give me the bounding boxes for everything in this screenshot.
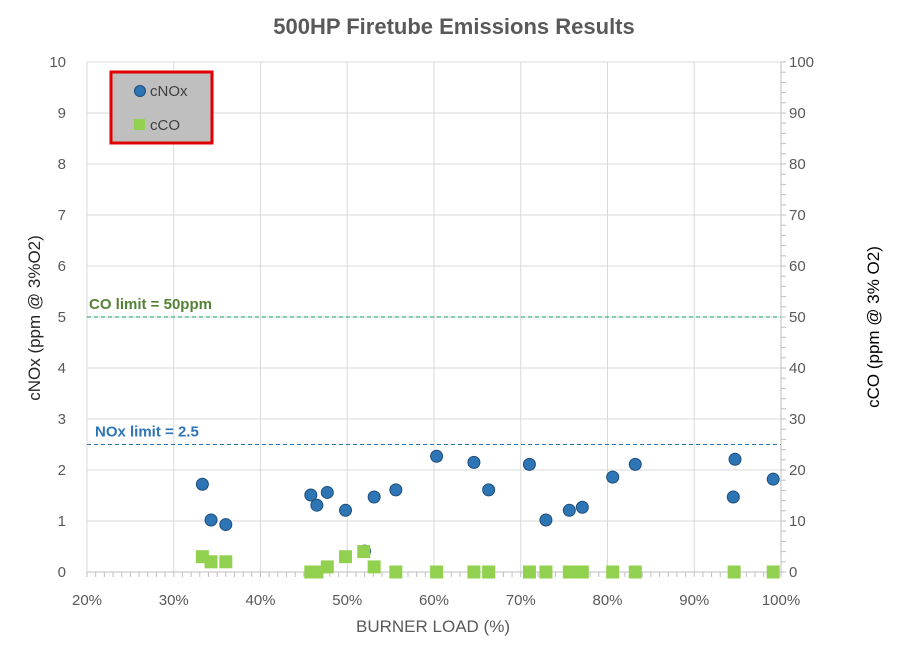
cnox-point: [575, 500, 589, 514]
y-left-tick-label: 2: [58, 462, 66, 479]
cnox-point: [606, 470, 620, 484]
legend: cNOx cCO: [109, 70, 214, 145]
cnox-point: [522, 457, 536, 471]
y-left-tick-label: 4: [58, 360, 66, 377]
legend-label-cco: cCO: [150, 117, 180, 134]
y-left-tick-label: 9: [58, 105, 66, 122]
y-right-tick-label: 0: [789, 564, 797, 581]
cco-point: [339, 550, 353, 564]
series-cco: [195, 545, 780, 579]
y-right-tick-label: 90: [789, 105, 806, 122]
x-tick-label: 40%: [245, 592, 275, 609]
chart-title: 500HP Firetube Emissions Results: [273, 14, 635, 39]
axes: 0 0 1 10 2 20 3 30 4 40 5 50 6 60 7 70 8 80 9 90 10 100 20% 30%…: [49, 54, 814, 609]
cco-point: [482, 565, 496, 579]
y-right-tick-label: 80: [789, 156, 806, 173]
y-right-tick-label: 40: [789, 360, 806, 377]
x-tick-label: 30%: [159, 592, 189, 609]
cnox-point: [389, 483, 403, 497]
y-right-tick-label: 70: [789, 207, 806, 224]
cnox-point: [628, 457, 642, 471]
cnox-point: [430, 449, 444, 463]
y-right-tick-label: 30: [789, 411, 806, 428]
cco-point: [430, 565, 444, 579]
legend-marker-cco: [134, 119, 145, 130]
y-left-tick-label: 10: [49, 54, 66, 71]
cnox-point: [482, 483, 496, 497]
data-series: [195, 449, 780, 579]
cco-point: [467, 565, 481, 579]
y-right-tick-label: 100: [789, 54, 814, 71]
legend-marker-cnox: [134, 85, 146, 97]
x-tick-label: 60%: [419, 592, 449, 609]
cco-point: [522, 565, 536, 579]
y-left-tick-label: 7: [58, 207, 66, 224]
cnox-point: [728, 452, 742, 466]
cnox-point: [766, 472, 780, 486]
y-left-tick-label: 0: [58, 564, 66, 581]
cco-point: [204, 555, 218, 569]
x-tick-label: 70%: [506, 592, 536, 609]
cco-point: [320, 560, 334, 574]
x-tick-label: 90%: [679, 592, 709, 609]
cco-point: [628, 565, 642, 579]
cco-point: [357, 545, 371, 559]
y-left-tick-label: 6: [58, 258, 66, 275]
y-right-tick-label: 20: [789, 462, 806, 479]
x-tick-label: 80%: [592, 592, 622, 609]
y-right-tick-label: 10: [789, 513, 806, 530]
cnox-point: [467, 455, 481, 469]
cco-point: [575, 565, 589, 579]
cnox-point: [320, 485, 334, 499]
cnox-point: [304, 488, 318, 502]
y-right-tick-label: 60: [789, 258, 806, 275]
cnox-point: [219, 518, 233, 532]
y-axis-right-title: cCO (ppm @ 3% O2): [864, 246, 883, 408]
cnox-point: [367, 490, 381, 504]
reference-line-label: NOx limit = 2.5: [95, 424, 199, 441]
cco-point: [389, 565, 403, 579]
cco-point: [367, 560, 381, 574]
y-axis-left-title: cNOx (ppm @ 3%O2): [25, 235, 44, 401]
x-axis-title: BURNER LOAD (%): [356, 617, 510, 636]
reference-lines: CO limit = 50ppm NOx limit = 2.5: [87, 296, 781, 445]
y-left-tick-label: 5: [58, 309, 66, 326]
cnox-point: [204, 513, 218, 527]
cnox-point: [539, 513, 553, 527]
cco-point: [219, 555, 233, 569]
cco-point: [606, 565, 620, 579]
cnox-point: [195, 477, 209, 491]
legend-label-cnox: cNOx: [150, 83, 188, 100]
reference-line-label: CO limit = 50ppm: [89, 296, 212, 313]
y-right-tick-label: 50: [789, 309, 806, 326]
x-tick-label: 50%: [332, 592, 362, 609]
cnox-point: [339, 503, 353, 517]
x-tick-label: 20%: [72, 592, 102, 609]
cco-point: [766, 565, 780, 579]
legend-box: [109, 70, 214, 145]
cnox-point: [310, 498, 324, 512]
cco-point: [310, 565, 324, 579]
x-tick-label: 100%: [762, 592, 800, 609]
y-left-tick-label: 3: [58, 411, 66, 428]
cco-point: [727, 565, 741, 579]
cco-point: [539, 565, 553, 579]
y-left-tick-label: 8: [58, 156, 66, 173]
cnox-point: [726, 490, 740, 504]
cnox-point: [562, 503, 576, 517]
y-left-tick-label: 1: [58, 513, 66, 530]
